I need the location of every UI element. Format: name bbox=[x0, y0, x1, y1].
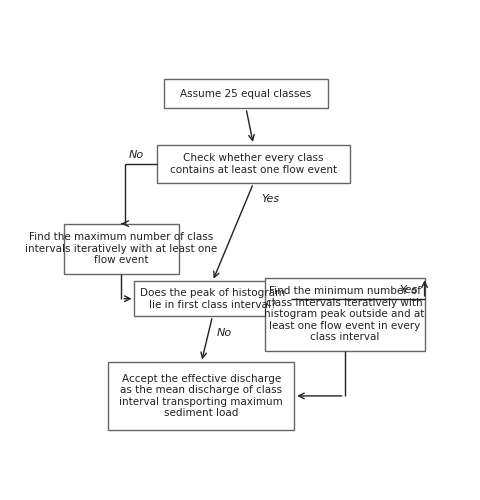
Text: Yes: Yes bbox=[399, 285, 417, 295]
FancyBboxPatch shape bbox=[164, 79, 328, 108]
Text: Does the peak of histogram
lie in first class interval?: Does the peak of histogram lie in first … bbox=[140, 288, 285, 310]
Text: Assume 25 equal classes: Assume 25 equal classes bbox=[180, 88, 312, 99]
Text: Find the minimum number of
class intervals iteratively with
histogram peak outsi: Find the minimum number of class interva… bbox=[264, 286, 425, 343]
FancyBboxPatch shape bbox=[64, 224, 179, 274]
FancyBboxPatch shape bbox=[264, 278, 424, 350]
Text: No: No bbox=[216, 328, 231, 338]
Text: Accept the effective discharge
as the mean discharge of class
interval transport: Accept the effective discharge as the me… bbox=[120, 374, 283, 418]
FancyBboxPatch shape bbox=[134, 282, 290, 316]
Text: Find the maximum number of class
intervals iteratively with at least one
flow ev: Find the maximum number of class interva… bbox=[25, 232, 217, 265]
Text: No: No bbox=[129, 150, 144, 160]
FancyBboxPatch shape bbox=[108, 362, 294, 430]
Text: Check whether every class
contains at least one flow event: Check whether every class contains at le… bbox=[170, 153, 337, 175]
Text: Yes: Yes bbox=[261, 194, 279, 203]
FancyBboxPatch shape bbox=[156, 144, 350, 183]
